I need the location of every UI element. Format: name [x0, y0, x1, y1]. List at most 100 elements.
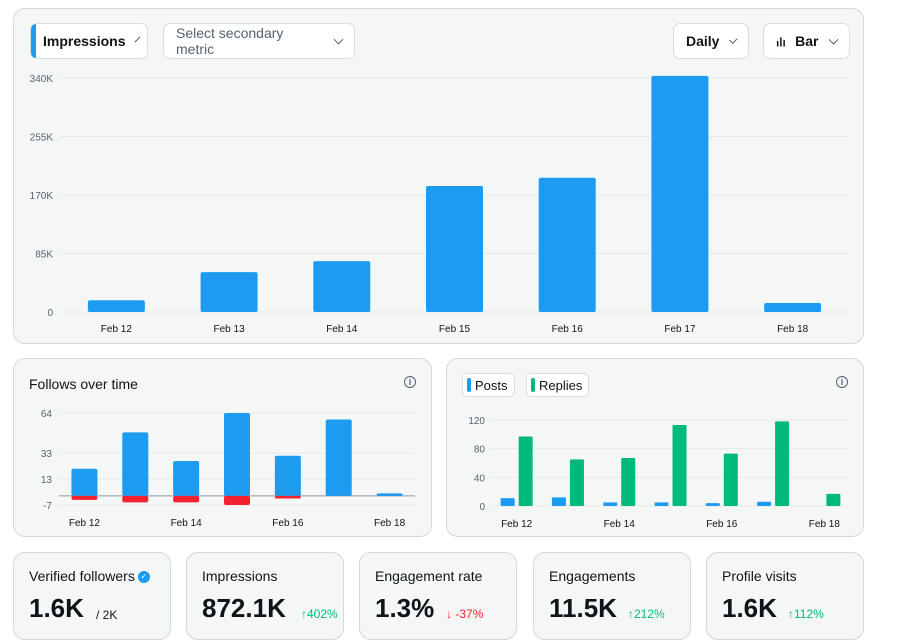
- bar: [826, 493, 841, 506]
- stat-card-profile-visits[interactable]: Profile visits 1.6K ↑112%: [706, 552, 864, 640]
- bar: [775, 421, 790, 506]
- y-tick-label: -7: [43, 501, 52, 512]
- bar-chart-icon: [776, 37, 785, 47]
- bar: [723, 453, 738, 506]
- posts-swatch: [467, 378, 471, 392]
- bar: [224, 413, 250, 496]
- stat-label: Engagements: [549, 568, 636, 584]
- chart-type-dropdown[interactable]: Bar: [763, 23, 850, 59]
- legend-posts-label: Posts: [475, 377, 508, 393]
- stat-change: ↑212%: [628, 607, 665, 621]
- primary-metric-dropdown[interactable]: Impressions: [30, 23, 148, 59]
- x-tick-label: Feb 12: [501, 519, 533, 530]
- stat-change: ↑402%: [301, 607, 338, 621]
- bar: [274, 455, 301, 496]
- stat-value: 1.3%: [375, 593, 435, 623]
- y-tick-label: 13: [41, 475, 53, 486]
- x-tick-label: Feb 14: [171, 518, 203, 529]
- x-tick-label: Feb 14: [326, 324, 358, 335]
- arrow-up-icon: ↑: [788, 607, 794, 621]
- y-tick-label: 120: [468, 416, 485, 427]
- bar: [71, 495, 98, 500]
- y-tick-label: 170K: [30, 191, 54, 202]
- y-tick-label: 64: [41, 409, 53, 420]
- x-tick-label: Feb 15: [439, 324, 471, 335]
- y-tick-label: 85K: [35, 250, 53, 261]
- y-tick-label: 33: [41, 449, 53, 460]
- legend-replies-label: Replies: [539, 377, 583, 393]
- bar: [274, 495, 301, 499]
- arrow-up-icon: ↑: [301, 607, 307, 621]
- follows-bar-chart: -7 13 33 64 Feb 12 Feb 14 Feb 16 Feb 18: [41, 409, 415, 529]
- stat-label: Engagement rate: [375, 568, 483, 584]
- x-tick-label: Feb 12: [101, 324, 133, 335]
- arrow-up-icon: ↑: [628, 607, 634, 621]
- bar: [654, 502, 669, 506]
- y-tick-label: 40: [474, 473, 486, 484]
- metric-color-accent: [31, 24, 36, 58]
- interval-dropdown[interactable]: Daily: [673, 23, 749, 59]
- bar: [122, 432, 149, 496]
- replies-swatch: [531, 378, 535, 392]
- bar: [518, 436, 533, 506]
- impressions-bar-chart: 0 85K 170K 255K 340K Feb 12 Feb 13 Feb 14 Feb 15…: [30, 74, 849, 335]
- stat-label: Impressions: [202, 568, 278, 584]
- x-tick-label: Feb 18: [777, 324, 809, 335]
- secondary-metric-dropdown[interactable]: Select secondary metric: [163, 23, 355, 59]
- bar: [538, 177, 596, 312]
- x-tick-label: Feb 17: [664, 324, 696, 335]
- legend-replies-toggle[interactable]: Replies: [526, 373, 590, 397]
- x-tick-label: Feb 16: [272, 518, 304, 529]
- x-tick-label: Feb 16: [552, 324, 584, 335]
- y-tick-label: 340K: [30, 74, 54, 85]
- stat-value: 1.6K: [29, 593, 84, 623]
- bar: [122, 495, 149, 503]
- stat-change: ↓ -37%: [446, 607, 484, 621]
- bar: [87, 300, 145, 312]
- bar: [71, 468, 98, 496]
- stat-value: 1.6K: [722, 593, 777, 623]
- bar: [764, 303, 822, 312]
- chart-type-label: Bar: [795, 33, 819, 49]
- stat-card-engagements[interactable]: Engagements 11.5K ↑212%: [533, 552, 691, 640]
- stat-card-engagement-rate[interactable]: Engagement rate 1.3% ↓ -37%: [359, 552, 517, 640]
- bar: [757, 501, 772, 506]
- bar: [603, 502, 618, 506]
- x-tick-label: Feb 16: [706, 519, 738, 530]
- bar: [651, 75, 709, 312]
- verified-badge-icon: ✓: [137, 571, 150, 584]
- posts-replies-bar-chart: 0 40 80 120 Feb 12 Feb 14 Feb 16 Feb 18: [468, 416, 850, 530]
- bar: [325, 419, 352, 496]
- stat-value: 872.1K: [202, 593, 286, 623]
- y-tick-label: 0: [47, 308, 53, 319]
- bar: [672, 425, 687, 506]
- arrow-down-icon: ↓: [446, 607, 452, 621]
- bar: [200, 272, 258, 312]
- y-tick-label: 80: [474, 445, 486, 456]
- bar: [551, 497, 566, 506]
- stat-change: ↑112%: [788, 607, 824, 621]
- bar: [173, 460, 200, 496]
- bar: [426, 186, 483, 312]
- stat-total: / 2K: [96, 608, 118, 622]
- posts-replies-card: Posts Replies i 0 40 80 120 Feb 12 Feb 14 Feb …: [446, 358, 864, 537]
- bar: [500, 498, 515, 506]
- stat-card-impressions[interactable]: Impressions 872.1K ↑402%: [186, 552, 344, 640]
- primary-metric-label: Impressions: [43, 33, 126, 49]
- stat-value: 11.5K: [549, 593, 617, 623]
- follows-card-title: Follows over time: [29, 376, 138, 392]
- y-tick-label: 0: [479, 502, 485, 513]
- secondary-metric-placeholder: Select secondary metric: [176, 25, 284, 57]
- x-tick-label: Feb 12: [69, 518, 101, 529]
- bar: [173, 495, 200, 503]
- stat-label: Verified followers ✓: [29, 568, 150, 584]
- info-icon[interactable]: i: [404, 376, 416, 388]
- stat-card-verified-followers[interactable]: Verified followers ✓ 1.6K / 2K: [13, 552, 171, 640]
- interval-label: Daily: [686, 33, 720, 49]
- bar: [621, 457, 636, 506]
- legend-posts-toggle[interactable]: Posts: [462, 373, 515, 397]
- follows-over-time-card: Follows over time i -7 13 33 64 Feb 12 Feb 14…: [13, 358, 432, 537]
- info-icon[interactable]: i: [836, 376, 848, 388]
- x-tick-label: Feb 14: [604, 519, 636, 530]
- bar: [705, 503, 720, 506]
